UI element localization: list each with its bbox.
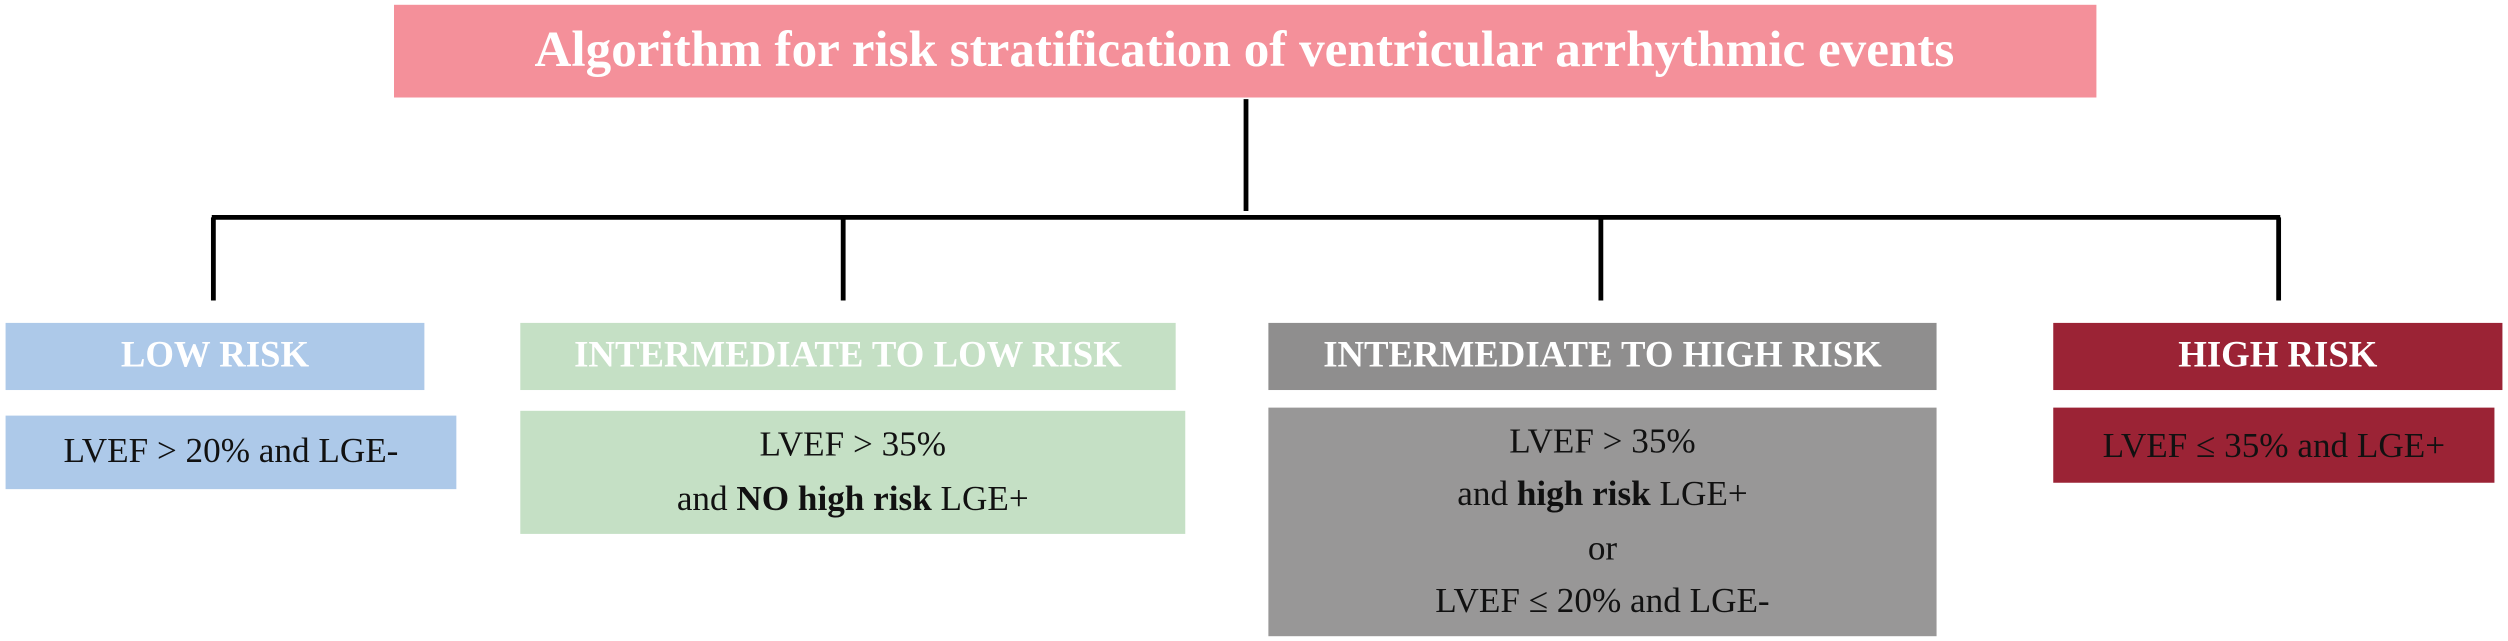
risk-header-box xyxy=(520,322,1176,391)
criteria-box xyxy=(2053,407,2495,483)
criteria-text: LGE+ xyxy=(932,479,1029,518)
criteria-line: or xyxy=(1588,529,1618,568)
criteria-line: LVEF ≤ 20% and LGE- xyxy=(1435,581,1769,620)
title: Algorithm for risk stratification of ven… xyxy=(534,21,1954,78)
criteria-text: or xyxy=(1588,529,1618,568)
risk-label: INTERMEDIATE TO HIGH RISK xyxy=(1323,334,1882,375)
criteria-text: and xyxy=(1457,474,1517,513)
criteria-text: LVEF > 35% xyxy=(1509,421,1696,460)
risk-header-box xyxy=(2053,322,2503,391)
criteria-line: LVEF > 35% xyxy=(1509,421,1696,460)
risk-label: INTERMEDIATE TO LOW RISK xyxy=(574,334,1122,375)
criteria-text: NO high risk xyxy=(736,479,932,518)
risk-label: HIGH RISK xyxy=(2178,334,2378,375)
criteria-text: LVEF ≤ 20% and LGE- xyxy=(1435,581,1769,620)
criteria-line: LVEF > 20% and LGE- xyxy=(64,431,399,470)
risk-header-box xyxy=(1268,322,1937,391)
criteria-text: and xyxy=(677,479,737,518)
criteria-box xyxy=(5,415,457,490)
risk-label: LOW RISK xyxy=(121,334,310,375)
risk-header-box xyxy=(5,322,425,391)
criteria-text: LGE+ xyxy=(1651,474,1748,513)
criteria-line: and NO high risk LGE+ xyxy=(677,479,1029,518)
criteria-text: high risk xyxy=(1517,474,1651,513)
criteria-box xyxy=(520,410,1186,534)
criteria-text: LVEF ≤ 35% and LGE+ xyxy=(2103,426,2445,465)
criteria-line: and high risk LGE+ xyxy=(1457,474,1747,513)
criteria-text: LVEF > 35% xyxy=(760,425,947,464)
criteria-line: LVEF ≤ 35% and LGE+ xyxy=(2103,426,2445,465)
criteria-text: LVEF > 20% and LGE- xyxy=(64,431,399,470)
criteria-line: LVEF > 35% xyxy=(760,425,947,464)
title-box xyxy=(394,4,2097,98)
criteria-box xyxy=(1268,407,1937,637)
